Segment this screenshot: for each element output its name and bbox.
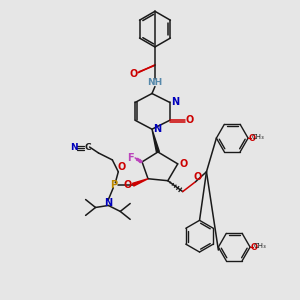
Polygon shape [152, 129, 159, 152]
Text: O: O [129, 69, 137, 79]
Text: N: N [104, 197, 112, 208]
Text: N: N [171, 98, 179, 107]
Text: NH: NH [147, 78, 163, 87]
Text: O: O [117, 162, 125, 172]
Text: O: O [185, 115, 194, 125]
Text: O: O [123, 180, 131, 190]
Text: N: N [153, 124, 161, 134]
Text: C: C [84, 142, 91, 152]
Text: P: P [110, 180, 117, 190]
Text: O: O [194, 172, 202, 182]
Text: O: O [250, 243, 257, 252]
Text: CH₃: CH₃ [252, 134, 264, 140]
Polygon shape [133, 179, 148, 186]
Text: O: O [248, 134, 256, 142]
Text: CH₃: CH₃ [254, 243, 266, 249]
Text: O: O [180, 159, 188, 169]
Text: F: F [127, 153, 134, 163]
Text: N: N [70, 142, 77, 152]
